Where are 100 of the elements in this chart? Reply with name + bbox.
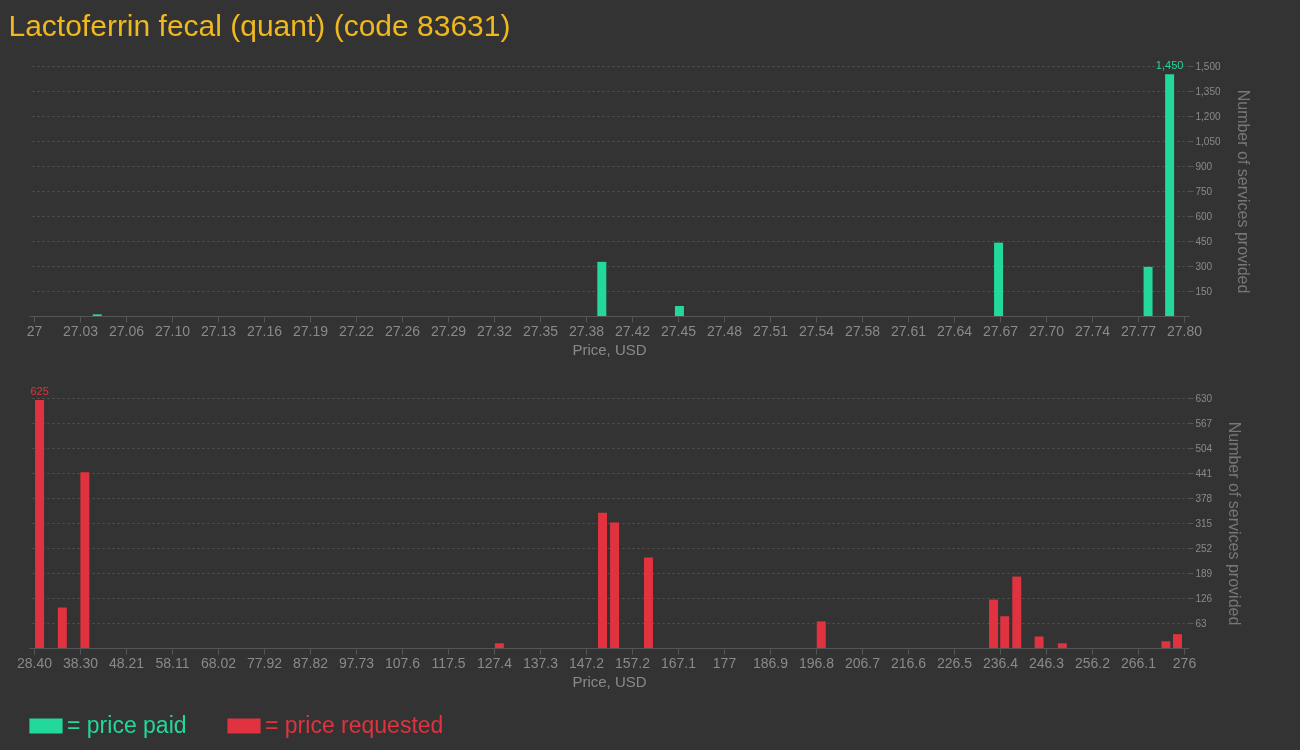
x-tick-label: 27.06 [108,322,145,339]
bar [80,472,90,648]
x-tick-label: 246.3 [1028,654,1065,671]
data-label: 1,450 [1155,59,1184,72]
bar [598,512,607,648]
x-tick-label: 107.6 [384,654,421,671]
y-tick-label: 63 [1195,617,1208,629]
x-tick-label: 27.03 [62,322,99,339]
chart-title: Lactoferrin fecal (quant) (code 83631) [8,9,511,43]
y-tick-label: 600 [1195,210,1213,222]
y-tick-label: 630 [1195,392,1213,404]
x-tick-label: 27.35 [522,322,559,339]
y-tick-label: 450 [1195,235,1213,247]
x-tick-label: 48.21 [108,654,145,671]
x-tick-label: 216.6 [890,654,927,671]
x-tick-label: 117.5 [431,654,466,671]
legend-label: = price paid [67,712,187,738]
y-tick-label: 315 [1195,517,1213,529]
y-tick-label: 1,350 [1195,85,1221,97]
x-tick-label: 27.67 [982,322,1019,339]
x-tick-label: 27.19 [292,322,329,339]
x-tick-label: 27.48 [706,322,743,339]
x-tick-label: 97.73 [338,654,375,671]
x-tick-label: 137.3 [522,654,559,671]
x-tick-label: 77.92 [246,654,283,671]
x-tick-label: 27.45 [660,322,697,339]
y-tick-label: 504 [1195,442,1213,454]
bar [1143,266,1153,316]
x-tick-label: 186.9 [752,654,789,671]
legend-label: = price requested [265,712,444,738]
bar [989,599,999,648]
x-tick-label: 68.02 [200,654,237,671]
x-tick-label: 27.74 [1074,322,1111,339]
x-tick-label: 58.11 [155,654,190,671]
bar [643,557,653,648]
x-axis-title: Price, USD [572,672,647,690]
bar [994,242,1004,316]
bar [1000,616,1010,648]
x-tick-label: 27.51 [752,322,789,339]
x-tick-label: 167.1 [660,654,697,671]
x-tick-label: 236.4 [982,654,1019,671]
bar [494,643,504,648]
y-tick-label: 900 [1195,160,1213,172]
y-axis-title: Number of services provided [1226,421,1244,626]
x-tick-label: 27.64 [936,322,973,339]
x-tick-label: 27.10 [154,322,191,339]
x-tick-label: 87.82 [292,654,329,671]
x-tick-label: 27.38 [568,322,605,339]
bar [816,621,826,648]
bar [57,607,67,648]
bar [1057,643,1067,648]
x-tick-label: 177 [712,654,737,671]
x-tick-label: 147.2 [568,654,605,671]
x-tick-label: 27.22 [338,322,375,339]
x-tick-label: 27.58 [844,322,881,339]
x-tick-label: 27.80 [1166,322,1203,339]
x-tick-label: 27.13 [200,322,237,339]
bar [1161,641,1171,648]
x-tick-label: 127.4 [476,654,513,671]
y-tick-label: 150 [1195,285,1213,297]
x-tick-label: 226.5 [936,654,973,671]
x-tick-label: 266.1 [1120,654,1157,671]
x-tick-label: 256.2 [1074,654,1111,671]
bar [1173,634,1182,648]
x-tick-label: 157.2 [614,654,651,671]
x-axis-title: Price, USD [572,340,647,358]
x-tick-label: 27.16 [246,322,283,339]
bar [1165,74,1175,316]
x-tick-label: 276 [1172,654,1197,671]
bar [674,306,684,316]
x-tick-label: 27.61 [890,322,927,339]
y-tick-label: 750 [1195,185,1213,197]
y-tick-label: 378 [1195,492,1213,504]
x-tick-label: 27.42 [614,322,651,339]
bar [597,261,607,316]
bar [610,522,620,648]
x-tick-label: 27.26 [384,322,421,339]
y-axis-title: Number of services provided [1234,89,1252,294]
x-tick-label: 206.7 [844,654,881,671]
x-tick-label: 27.70 [1028,322,1065,339]
y-tick-label: 1,050 [1195,135,1221,147]
x-tick-label: 38.30 [62,654,99,671]
x-tick-label: 27.54 [798,322,835,339]
y-tick-label: 1,500 [1195,60,1221,72]
x-tick-label: 27 [26,322,43,339]
x-tick-label: 27.32 [476,322,513,339]
x-tick-label: 27.77 [1120,322,1157,339]
x-tick-label: 27.29 [430,322,467,339]
bar [1034,636,1044,648]
bar [35,399,45,648]
x-tick-label: 28.40 [16,654,53,671]
y-tick-label: 1,200 [1195,110,1221,122]
y-tick-label: 441 [1195,467,1213,479]
y-tick-label: 252 [1195,542,1213,554]
y-tick-label: 126 [1195,592,1213,604]
x-tick-label: 196.8 [798,654,835,671]
y-tick-label: 567 [1195,417,1213,429]
y-tick-label: 189 [1195,567,1213,579]
bar [1012,576,1022,648]
data-label: 625 [30,384,49,397]
